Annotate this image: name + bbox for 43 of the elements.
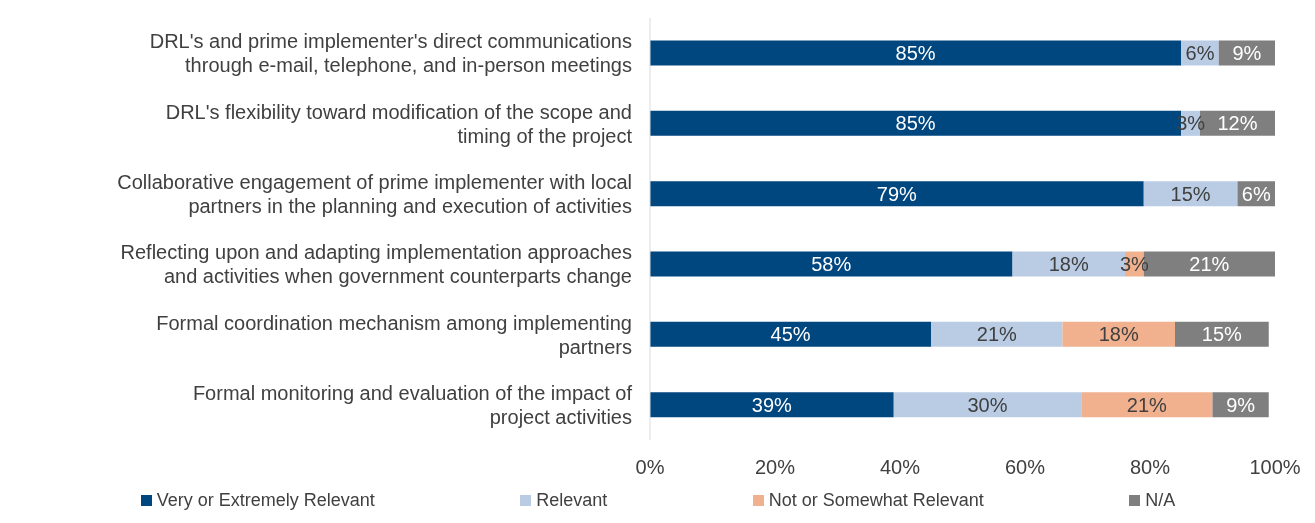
data-label: 21% xyxy=(1189,253,1230,276)
bar xyxy=(931,321,1063,347)
bar xyxy=(650,251,1013,277)
data-label: 15% xyxy=(1201,323,1243,346)
legend-label: N/A xyxy=(1144,490,1176,511)
bar xyxy=(1081,392,1213,418)
data-label: 79% xyxy=(876,182,918,205)
y-tick-label: Collaborative engagement of prime implementer with local partners in the planning and execution of activities xyxy=(117,170,632,217)
data-label: 18% xyxy=(1098,323,1139,346)
data-label: 9% xyxy=(1226,393,1256,416)
data-label: 39% xyxy=(751,393,793,416)
y-tick-label: Formal coordination mechanism among implementing partners xyxy=(156,311,632,358)
data-label: 45% xyxy=(770,323,811,346)
x-tick-label: 80% xyxy=(1129,456,1171,479)
legend-label: Very or Extremely Relevant xyxy=(155,490,375,511)
data-label: 21% xyxy=(976,323,1018,346)
x-tick-label: 20% xyxy=(754,456,796,479)
data-label: 15% xyxy=(1170,182,1211,205)
data-label: 6% xyxy=(1185,42,1215,65)
y-tick-label: Formal monitoring and evaluation of the impact of project activities xyxy=(192,381,633,428)
legend-label: Not or Somewhat Relevant xyxy=(767,490,984,511)
bar xyxy=(650,181,1144,207)
x-tick-label: 100% xyxy=(1249,456,1301,479)
legend-label: Relevant xyxy=(535,490,608,511)
data-label: 21% xyxy=(1126,393,1168,416)
data-label: 85% xyxy=(895,42,936,65)
bar xyxy=(650,40,1182,66)
y-tick-label: DRL's and prime implementer's direct communications through e-mail, telephone, and in-person meetings xyxy=(149,30,632,77)
bar xyxy=(650,321,932,347)
bar xyxy=(650,392,894,418)
y-tick-label: DRL's flexibility toward modification of the scope and timing of the project xyxy=(165,100,633,147)
x-tick-label: 60% xyxy=(1004,456,1046,479)
x-tick-label: 0% xyxy=(635,456,665,479)
data-label: 18% xyxy=(1048,253,1089,276)
data-label: 12% xyxy=(1217,112,1258,135)
y-tick-label: Reflecting upon and adapting implementation approaches and activities when government counterparts change xyxy=(120,241,632,288)
data-label: 6% xyxy=(1241,182,1271,205)
data-label: 58% xyxy=(811,253,852,276)
data-label: 9% xyxy=(1232,42,1262,65)
data-label: 30% xyxy=(967,393,1008,416)
data-label: 85% xyxy=(895,112,936,135)
bar xyxy=(893,392,1082,418)
x-tick-label: 40% xyxy=(879,456,921,479)
